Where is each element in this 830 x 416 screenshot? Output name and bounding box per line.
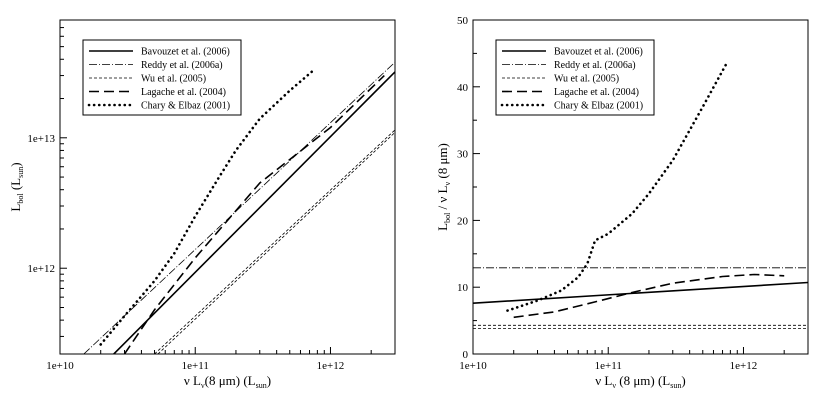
x-tick-label: 1e+11 (182, 360, 209, 372)
x-axis-label-part: ν L (595, 373, 612, 388)
x-axis-label-part: ν L (184, 373, 201, 388)
y-tick-label: 30 (457, 149, 469, 161)
series-line-thin-dashed-3 (157, 132, 395, 354)
legend-label: Reddy et al. (2006a) (141, 60, 223, 71)
y-axis-label: Lbol / ν Lν (8 μm) (435, 143, 452, 231)
x-axis-label-part: (8 μm) (L (616, 373, 670, 388)
legend-label: Bavouzet et al. (2006) (141, 47, 230, 58)
x-tick-label: 1e+11 (595, 360, 622, 372)
x-axis-label-part: sun (670, 381, 681, 390)
x-axis-label-part: (8 μm) (L (205, 373, 256, 388)
legend-label: Wu et al. (2005) (554, 74, 619, 85)
legend-label: Chary & Elbaz (2001) (141, 101, 230, 112)
x-tick-label: 1e+10 (459, 360, 487, 372)
y-axis-label-part: ν (443, 182, 452, 186)
x-axis-label-part: ν (612, 381, 616, 390)
y-axis-label-part: (L (8, 178, 23, 194)
y-tick-label: 1e+13 (27, 133, 55, 145)
legend-label: Lagache et al. (2004) (554, 87, 639, 98)
plot-frame (59, 19, 396, 355)
y-axis-label-part: sun (16, 167, 25, 178)
y-tick-label: 10 (457, 282, 469, 294)
series-line-dashdot-1 (83, 61, 395, 354)
series-line-solid-0 (473, 281, 808, 304)
series-line-dotted-5 (506, 62, 728, 312)
legend-box (82, 39, 242, 116)
legend-label: Lagache et al. (2004) (141, 87, 226, 98)
x-tick-label: 1e+12 (730, 360, 758, 372)
y-tick-label: 20 (457, 215, 469, 227)
series-line-thin-dashed-2 (154, 129, 395, 354)
x-axis-label-part: sun (256, 381, 267, 390)
legend-label: Bavouzet et al. (2006) (554, 47, 643, 58)
y-axis-label-part: bol (443, 212, 452, 223)
legend-label: Chary & Elbaz (2001) (554, 101, 643, 112)
series-line-dashed-4 (513, 273, 785, 319)
x-tick-label: 1e+10 (46, 360, 74, 372)
x-tick-label: 1e+12 (317, 360, 345, 372)
series-group (83, 61, 395, 354)
legend-box (495, 39, 655, 116)
y-tick-label: 50 (457, 15, 469, 27)
legend-label: Reddy et al. (2006a) (554, 60, 636, 71)
x-axis-label-part: ) (267, 373, 271, 388)
x-axis-label-part: ) (681, 373, 685, 388)
legend: Bavouzet et al. (2006) Reddy et al. (2006… (82, 39, 242, 116)
y-tick-label: 1e+12 (27, 263, 55, 275)
legend-label: Wu et al. (2005) (141, 74, 206, 85)
series-group (473, 62, 808, 330)
y-tick-label: 0 (463, 349, 469, 361)
y-axis-label: Lbol (Lsun) (8, 162, 25, 211)
y-axis-label-part: L (435, 223, 450, 231)
x-axis-label: ν Lν(8 μm) (Lsun) (184, 373, 271, 390)
y-axis-label-part: (8 μm) (435, 143, 450, 182)
legend: Bavouzet et al. (2006) Reddy et al. (2006… (495, 39, 655, 116)
y-axis-label-part: L (8, 204, 23, 212)
series-line-dashed-4 (123, 75, 385, 354)
x-axis-label: ν Lν (8 μm) (Lsun) (595, 373, 685, 390)
x-axis-label-part: ν (201, 381, 205, 390)
series-line-solid-0 (113, 71, 395, 354)
y-axis-label-part: / ν L (435, 185, 450, 212)
y-tick-label: 40 (457, 82, 469, 94)
series-line-dotted-5 (99, 68, 315, 346)
y-axis-label-part: bol (16, 193, 25, 204)
y-axis-label-part: ) (8, 162, 23, 166)
